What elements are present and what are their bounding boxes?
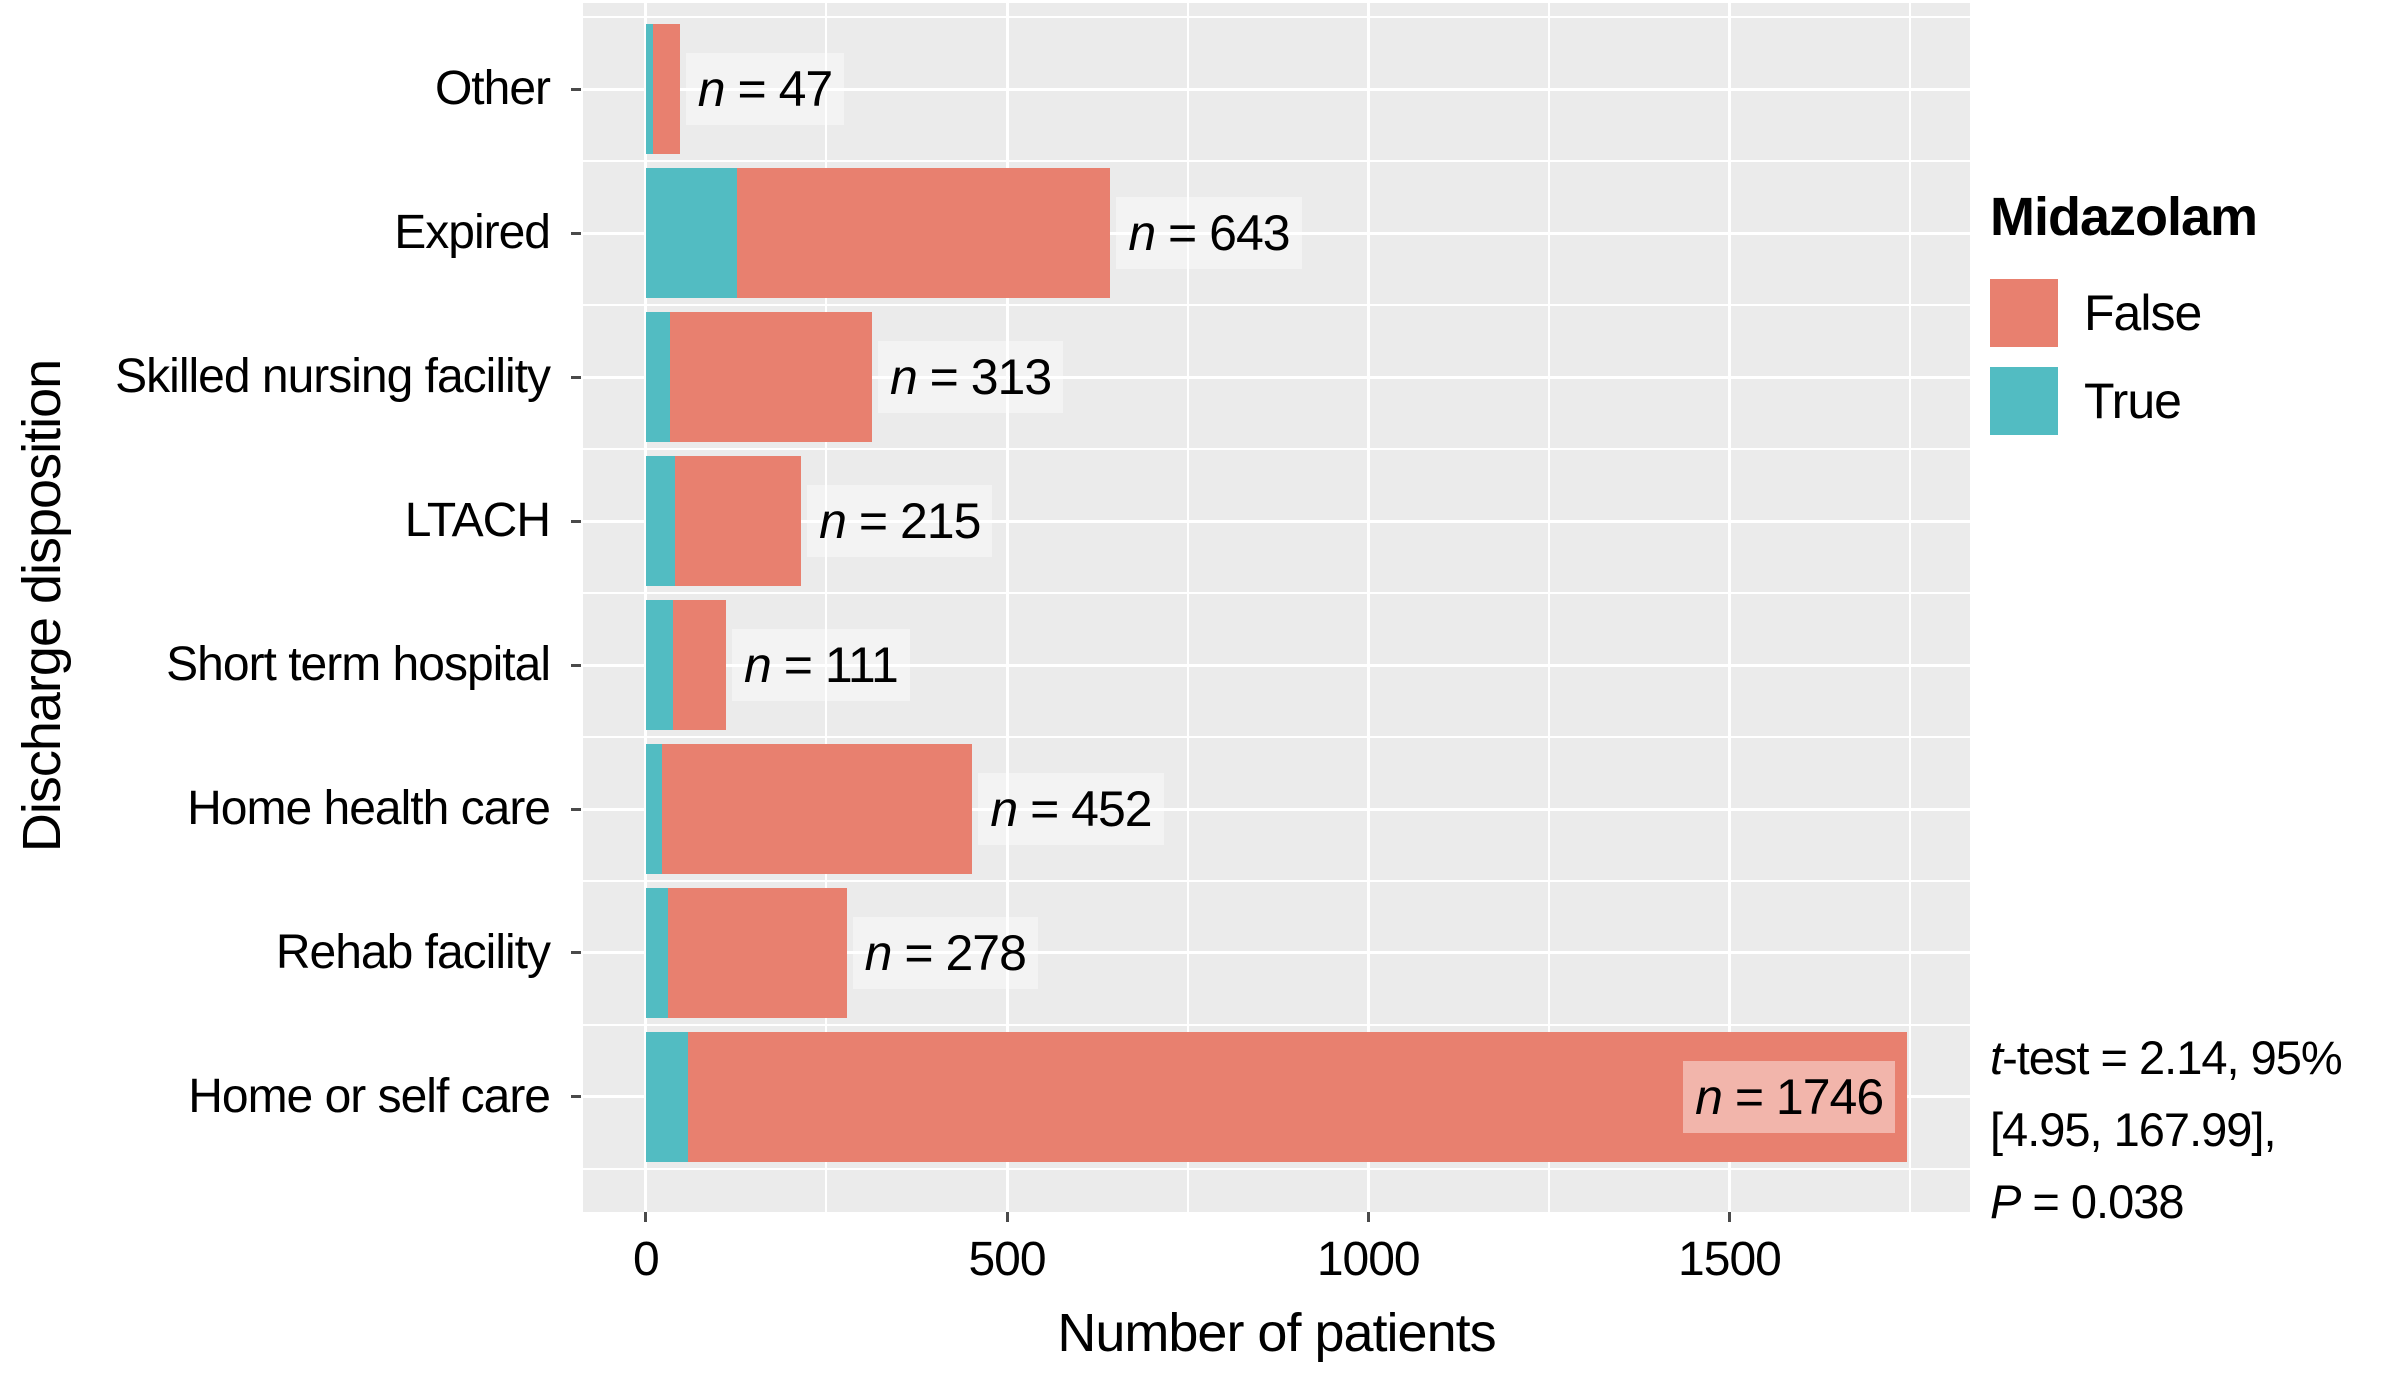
legend-entry-true: True <box>1990 366 2257 436</box>
bar-segment-false <box>669 312 872 443</box>
gridline-minor-horizontal <box>583 1167 1970 1170</box>
x-tick-mark <box>1727 1212 1731 1222</box>
bar-segment-false <box>653 24 680 155</box>
x-axis-title: Number of patients <box>1057 1303 1496 1363</box>
y-tick-mark <box>571 951 581 955</box>
bar-segment-false <box>687 1031 1908 1162</box>
y-tick-mark <box>571 375 581 379</box>
y-axis-category-label: Rehab facility <box>275 925 551 979</box>
y-tick-mark <box>571 807 581 811</box>
bar-count-label: n = 313 <box>877 341 1064 414</box>
bar-segment-true <box>645 1031 688 1162</box>
stats-line-1: t-test = 2.14, 95% <box>1990 1031 2343 1084</box>
y-axis-category-label: Home or self care <box>188 1069 551 1123</box>
y-axis-category-label: Home health care <box>187 782 551 835</box>
y-axis-category-label: Short term hospital <box>166 638 551 692</box>
bar-count-label: n = 452 <box>978 773 1164 845</box>
legend-swatch-true <box>1990 367 2058 435</box>
bar-count-label: n = 1746 <box>1683 1060 1896 1133</box>
bar-segment-true <box>645 744 662 874</box>
bar-segment-false <box>661 744 973 874</box>
y-axis-category-label: Expired <box>394 206 551 260</box>
bar-count-label: n = 643 <box>1116 197 1302 270</box>
x-tick-mark <box>1005 1212 1009 1222</box>
legend-label-false: False <box>2084 285 2202 341</box>
gridline-minor-horizontal <box>583 592 1970 595</box>
legend: Midazolam False True <box>1990 186 2258 454</box>
bar-segment-false <box>675 456 802 587</box>
bar-segment-true <box>645 456 676 587</box>
stats-line-2: [4.95, 167.99], <box>1990 1103 2277 1156</box>
bar-segment-true <box>645 887 669 1018</box>
gridline-minor-horizontal <box>583 736 1970 739</box>
bar-count-label: n = 111 <box>732 629 910 702</box>
gridline-major-vertical <box>1005 3 1009 1212</box>
x-tick-mark <box>644 1212 648 1222</box>
bar-count-label: n = 215 <box>807 485 993 558</box>
y-axis-category-label: Other <box>434 62 551 116</box>
bar-segment-false <box>736 168 1111 299</box>
y-axis-category-label: Skilled nursing facility <box>115 350 551 404</box>
gridline-minor-vertical <box>1547 3 1550 1212</box>
bar-segment-true <box>645 24 654 155</box>
gridline-minor-horizontal <box>583 304 1970 307</box>
bar-count-label: n = 278 <box>852 916 1038 989</box>
bar-segment-true <box>645 600 674 731</box>
gridline-major-vertical <box>1366 3 1370 1212</box>
legend-swatch-false <box>1990 279 2058 347</box>
legend-entry-false: False <box>1990 278 2257 348</box>
gridline-major-horizontal <box>583 87 1970 91</box>
x-tick-mark <box>1366 1212 1370 1222</box>
bar-segment-false <box>668 887 847 1018</box>
gridline-minor-vertical <box>1186 3 1189 1212</box>
x-axis-tick-label: 1000 <box>1316 1233 1421 1286</box>
x-axis-tick-label: 0 <box>632 1233 660 1286</box>
gridline-major-horizontal <box>583 663 1970 667</box>
gridline-minor-horizontal <box>583 16 1970 19</box>
y-tick-mark <box>571 663 581 667</box>
bar-count-label: n = 47 <box>685 53 845 126</box>
gridline-major-horizontal <box>583 231 1970 235</box>
stats-line-3: P = 0.038 <box>1990 1175 2185 1228</box>
x-axis-tick-label: 500 <box>968 1233 1046 1286</box>
gridline-minor-vertical <box>1909 3 1912 1212</box>
gridline-minor-horizontal <box>583 448 1970 451</box>
gridline-major-horizontal <box>583 951 1970 955</box>
gridline-major-horizontal <box>583 375 1970 379</box>
gridline-major-horizontal <box>583 519 1970 523</box>
y-tick-mark <box>571 87 581 91</box>
bar-segment-true <box>645 312 670 443</box>
legend-title: Midazolam <box>1990 187 2258 247</box>
y-axis-category-label: LTACH <box>404 494 551 548</box>
stats-annotation: t-test = 2.14, 95% [4.95, 167.99], P = 0… <box>1990 1022 2400 1238</box>
bar-segment-true <box>645 168 737 299</box>
legend-label-true: True <box>2084 373 2182 429</box>
y-tick-mark <box>571 231 581 235</box>
bar-segment-false <box>673 600 727 731</box>
gridline-minor-horizontal <box>583 1023 1970 1026</box>
x-axis-tick-label: 1500 <box>1678 1233 1782 1286</box>
gridline-major-horizontal <box>583 807 1970 811</box>
gridline-minor-horizontal <box>583 160 1970 163</box>
gridline-major-vertical <box>1727 3 1731 1212</box>
gridline-minor-horizontal <box>583 879 1970 882</box>
gridline-minor-vertical <box>825 3 828 1212</box>
y-tick-mark <box>571 519 581 523</box>
y-tick-mark <box>571 1095 581 1099</box>
